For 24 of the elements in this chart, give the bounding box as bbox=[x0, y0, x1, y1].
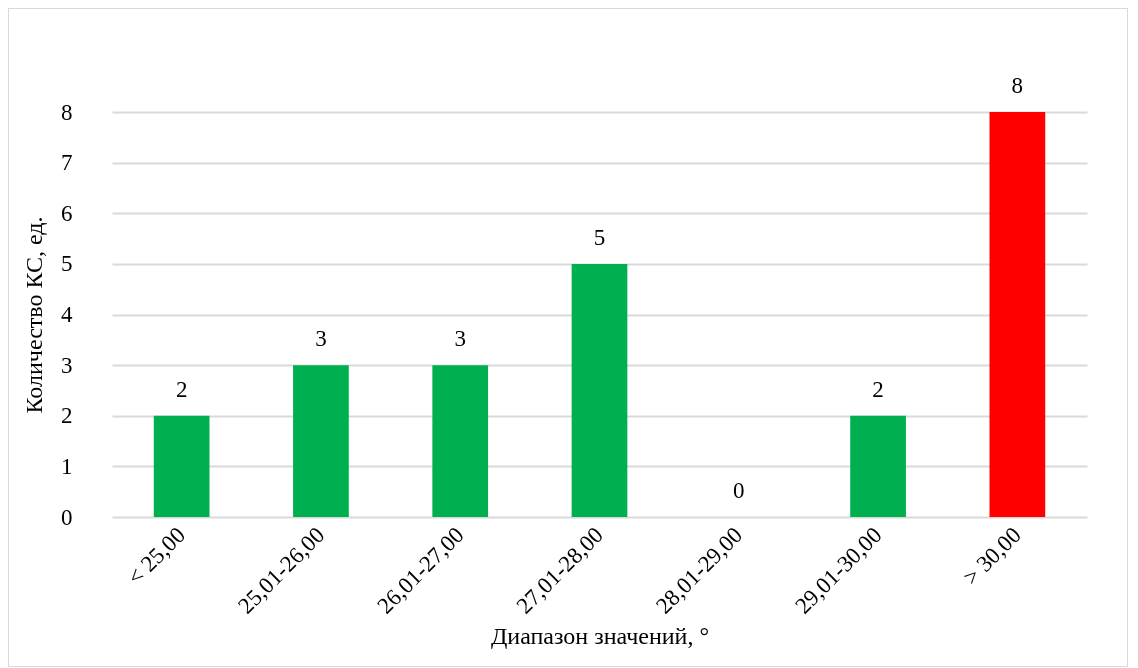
y-axis-title: Количество КС, ед. bbox=[21, 216, 47, 414]
y-tick-label: 1 bbox=[61, 453, 73, 479]
data-label: 2 bbox=[175, 376, 188, 402]
x-axis-title: Диапазон значений, ° bbox=[490, 622, 710, 649]
bar bbox=[571, 263, 628, 517]
bar bbox=[293, 365, 349, 517]
y-tick-label: 2 bbox=[61, 403, 73, 429]
bar bbox=[153, 415, 210, 517]
y-tick-label: 8 bbox=[61, 99, 73, 125]
data-label: 2 bbox=[872, 376, 884, 402]
data-label: 5 bbox=[593, 224, 606, 250]
bar bbox=[989, 112, 1046, 517]
data-label: 3 bbox=[315, 326, 327, 352]
bar bbox=[850, 415, 906, 517]
y-tick-label: 6 bbox=[61, 200, 73, 226]
bar bbox=[432, 365, 489, 517]
data-label: 8 bbox=[1011, 73, 1024, 98]
y-tick-label: 3 bbox=[61, 352, 73, 378]
y-tick-label: 5 bbox=[61, 251, 73, 277]
data-label: 0 bbox=[733, 478, 745, 503]
y-tick-label: 0 bbox=[61, 504, 73, 530]
y-tick-label: 4 bbox=[61, 302, 73, 327]
y-tick-label: 7 bbox=[61, 150, 73, 176]
data-label: 3 bbox=[454, 326, 466, 352]
